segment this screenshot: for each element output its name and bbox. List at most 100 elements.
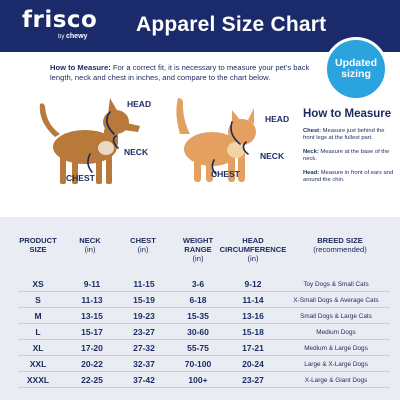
cell-weight: 15-35 — [187, 311, 209, 321]
badge-line-1: Updated — [335, 57, 377, 69]
cell-neck: 22-25 — [81, 375, 103, 385]
dog-label-neck: NECK — [124, 147, 149, 157]
how-to-lead: How to Measure: — [50, 63, 111, 72]
header-chest-label: CHEST — [130, 236, 156, 245]
measure-neck-note: Neck: Measure at the base of the neck. — [303, 149, 395, 163]
cell-neck: 9-11 — [83, 279, 101, 289]
cell-head: 23-27 — [242, 375, 264, 385]
header-breed-unit: (recommended) — [313, 245, 367, 254]
header-weight-range: WEIGHT RANGE (in) — [174, 236, 222, 263]
header-chest-unit: (in) — [137, 245, 149, 254]
header-bar: frisco by chewy Apparel Size Chart — [0, 0, 400, 52]
head-term: Head: — [303, 170, 320, 176]
header-weight-unit: (in) — [192, 254, 204, 263]
table-row: S 11-13 15-19 6-18 11-14 X-Small Dogs & Avera… — [18, 292, 390, 308]
cell-size: XXL — [29, 359, 47, 369]
cell-breed: X-Small Dogs & Average Cats — [293, 297, 379, 304]
cell-size: XS — [32, 279, 44, 289]
cell-size: XL — [32, 343, 44, 353]
cell-breed: Small Dogs & Large Cats — [300, 313, 372, 320]
table-row: XXL 20-22 32-37 70-100 20-24 Large & X-Large … — [18, 356, 390, 372]
how-to-measure-intro: How to Measure: For a correct fit, it is… — [50, 63, 325, 82]
header-head-circumference: HEAD CIRCUMFERENCE (in) — [218, 236, 288, 263]
page-title: Apparel Size Chart — [136, 13, 327, 36]
cell-head: 9-12 — [244, 279, 262, 289]
logo-wordmark: frisco — [22, 7, 98, 33]
cell-chest: 15-19 — [133, 295, 155, 305]
cell-chest: 23-27 — [133, 327, 155, 337]
chest-term: Chest: — [303, 128, 322, 134]
cell-neck: 15-17 — [81, 327, 103, 337]
table-row: XXXL 22-25 37-42 100+ 23-27 X-Large & Giant D… — [18, 372, 390, 388]
cell-chest: 27-32 — [133, 343, 155, 353]
table-row: XL 17-20 27-32 55-75 17-21 Medium & Large Dog… — [18, 340, 390, 356]
table-row: M 13-15 19-23 15-35 13-16 Small Dogs & Large … — [18, 308, 390, 324]
frisco-logo[interactable]: frisco by chewy — [22, 7, 98, 40]
header-weight-line1: WEIGHT — [182, 236, 214, 245]
head-desc: Measure in front of ears and around the … — [303, 170, 394, 184]
dog-label-chest: CHEST — [66, 173, 95, 183]
header-product-size-line1: PRODUCT — [19, 236, 57, 245]
table-row: XS 9-11 11-15 3-6 9-12 Toy Dogs & Small Cats — [18, 276, 390, 292]
badge-line-2: sizing — [341, 68, 371, 80]
cat-label-chest: CHEST — [211, 169, 240, 179]
cell-weight: 55-75 — [187, 343, 209, 353]
cell-weight: 30-60 — [187, 327, 209, 337]
cell-chest: 19-23 — [133, 311, 155, 321]
table-row: L 15-17 23-27 30-60 15-18 Medium Dogs — [18, 324, 390, 340]
cell-neck: 11-13 — [81, 295, 103, 305]
cell-weight: 3-6 — [191, 279, 205, 289]
cell-size: M — [34, 311, 42, 321]
cell-head: 17-21 — [242, 343, 264, 353]
how-to-measure-title: How to Measure — [303, 108, 392, 120]
cell-breed: Medium Dogs — [316, 329, 356, 336]
header-breed-label: BREED SIZE — [317, 236, 363, 245]
logo-chewy: chewy — [66, 33, 88, 40]
cell-head: 15-18 — [242, 327, 264, 337]
header-chest: CHEST (in) — [120, 236, 166, 254]
header-breed-size: BREED SIZE (recommended) — [300, 236, 380, 254]
size-table: PRODUCT SIZE NECK (in) CHEST (in) WEIGHT… — [0, 217, 400, 400]
cell-breed: Toy Dogs & Small Cats — [303, 281, 369, 288]
measure-chest-note: Chest: Measure just behind the front leg… — [303, 128, 395, 142]
cell-size: L — [35, 327, 41, 337]
cell-weight: 6-18 — [189, 295, 207, 305]
cell-chest: 32-37 — [133, 359, 155, 369]
header-neck: NECK (in) — [68, 236, 112, 254]
cell-size: XXXL — [26, 375, 50, 385]
measure-head-note: Head: Measure in front of ears and aroun… — [303, 170, 395, 184]
how-to-body: For a correct fit, it is necessary to me… — [50, 63, 310, 82]
header-neck-label: NECK — [79, 236, 101, 245]
cell-breed: X-Large & Giant Dogs — [304, 377, 368, 384]
cat-label-head: HEAD — [265, 114, 290, 124]
cell-breed: Medium & Large Dogs — [304, 345, 368, 352]
cell-head: 13-16 — [242, 311, 264, 321]
cell-weight: 70-100 — [184, 359, 212, 369]
header-head-unit: (in) — [247, 254, 259, 263]
cell-weight: 100+ — [188, 375, 208, 385]
updated-sizing-badge: Updated sizing — [324, 37, 388, 101]
cell-neck: 17-20 — [81, 343, 103, 353]
neck-desc: Measure at the base of the neck. — [303, 149, 390, 163]
cell-neck: 13-15 — [81, 311, 103, 321]
cell-breed: Large & X-Large Dogs — [304, 361, 368, 368]
header-head-line2: CIRCUMFERENCE — [219, 245, 287, 254]
header-product-size: PRODUCT SIZE — [12, 236, 64, 254]
cell-neck: 20-22 — [81, 359, 103, 369]
cell-head: 20-24 — [242, 359, 264, 369]
chest-desc: Measure just behind the front legs at th… — [303, 128, 385, 142]
dog-label-head: HEAD — [127, 99, 152, 109]
header-weight-line2: RANGE — [184, 245, 212, 254]
logo-by: by — [58, 34, 65, 40]
cell-head: 11-14 — [242, 295, 264, 305]
dog-illustration — [39, 98, 140, 184]
header-product-size-line2: SIZE — [29, 245, 47, 254]
logo-byline: by chewy — [58, 33, 87, 40]
header-head-line1: HEAD — [242, 236, 264, 245]
cell-chest: 37-42 — [133, 375, 155, 385]
cat-label-neck: NECK — [260, 151, 285, 161]
cell-chest: 11-15 — [133, 279, 155, 289]
cat-illustration — [176, 98, 256, 182]
header-neck-unit: (in) — [84, 245, 96, 254]
neck-term: Neck: — [303, 149, 319, 155]
